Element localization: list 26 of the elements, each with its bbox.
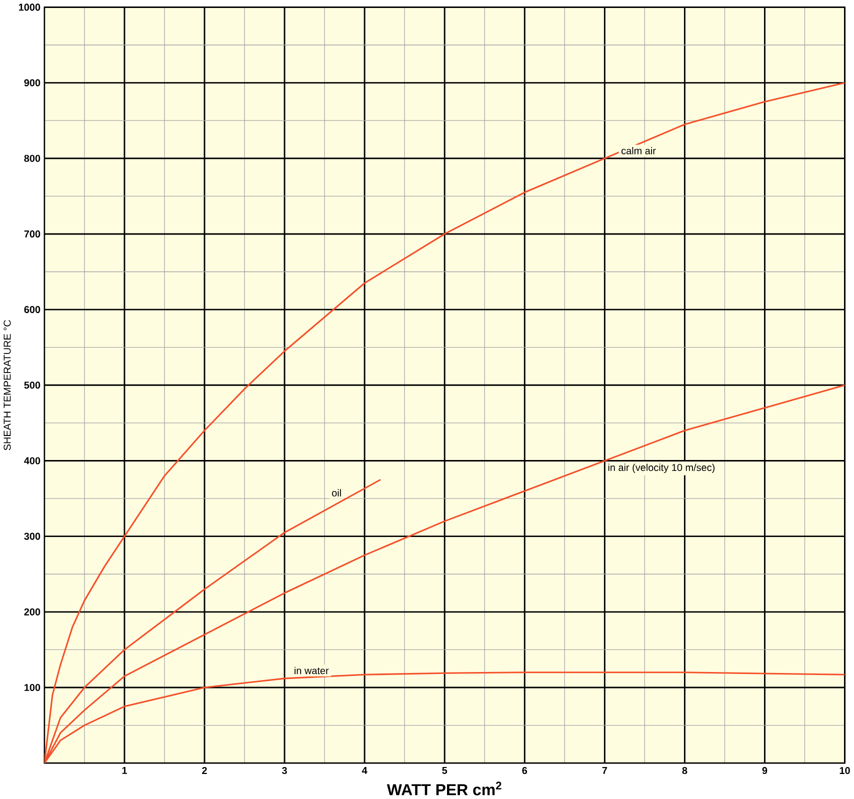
series-label: oil (332, 489, 341, 496)
x-tick-label: 5 (442, 766, 448, 774)
y-tick-label: 500 (24, 382, 40, 389)
y-tick-label: 800 (24, 154, 40, 162)
x-tick-label: 7 (602, 766, 608, 774)
x-tick-label: 1 (122, 766, 127, 774)
y-tick-label: 400 (24, 457, 40, 464)
x-tick-label: 4 (362, 766, 368, 774)
y-tick-label: 900 (24, 79, 40, 86)
series-label: in air (velocity 10 m/sec) (608, 464, 715, 473)
y-tick-label: 100 (24, 684, 40, 692)
y-tick-label: 700 (24, 230, 40, 238)
x-axis-title: WATT PER cm$^{2}$ (386, 782, 502, 796)
x-tick-label: 2 (202, 766, 207, 774)
x-tick-label: 10 (840, 766, 850, 774)
y-tick-label: 600 (24, 306, 40, 314)
y-tick-label: 200 (24, 608, 40, 616)
x-tick-label: 6 (522, 766, 528, 774)
y-tick-label: 300 (24, 532, 40, 540)
x-tick-label: 3 (282, 766, 287, 774)
series-label: calm air (621, 146, 656, 154)
x-tick-label: 9 (762, 766, 768, 774)
x-tick-label: 8 (682, 766, 688, 774)
y-tick-label: 1000 (18, 4, 40, 11)
series-label: in water (294, 666, 329, 674)
y-axis-title: SHEATH TEMPERATURE °C (4, 320, 11, 450)
